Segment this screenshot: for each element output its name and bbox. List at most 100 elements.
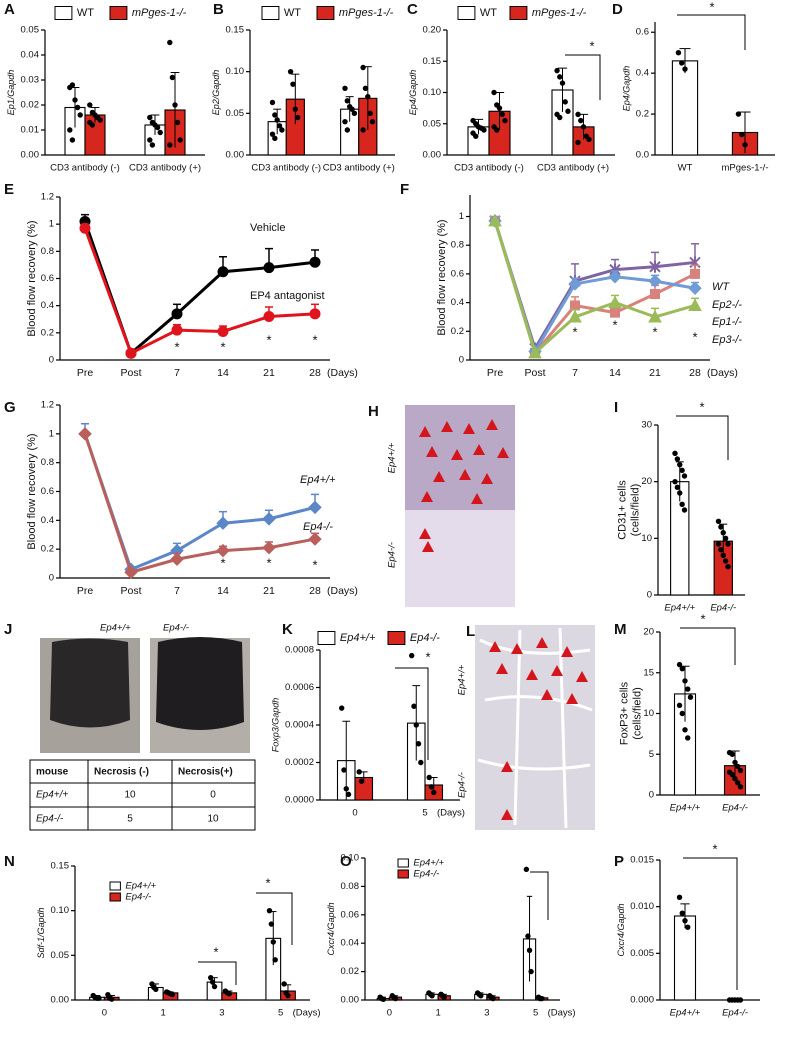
data-point	[362, 85, 369, 92]
data-point	[276, 123, 283, 129]
x-tick-label: CD3 antibody (+)	[323, 163, 395, 174]
panel-letter: J	[4, 621, 12, 638]
x-tick-label: mPges-1-/-	[722, 163, 769, 174]
x-tick-label: 3	[219, 1008, 224, 1019]
data-point	[415, 741, 422, 747]
data-point	[679, 910, 685, 916]
y-tick-label: 0.02	[341, 966, 360, 977]
y-tick-label: 0.03	[21, 75, 40, 86]
annotation: *	[265, 875, 270, 890]
marker	[688, 281, 702, 295]
data-point	[343, 786, 349, 792]
y-axis-label: Ep2/Gapdh	[211, 70, 221, 116]
x-tick-label: 5	[278, 1008, 283, 1019]
histology-image-l: L Ep4+/+ Ep4-/-	[457, 623, 595, 830]
data-point	[682, 727, 688, 733]
y-tick-label: 0.0004	[285, 720, 314, 731]
data-point	[718, 524, 724, 530]
legend-label: mPges-1-/-	[532, 7, 587, 19]
y-axis-label: Ep4/Gapdh	[408, 70, 418, 116]
y-tick-label: 0.00	[226, 150, 245, 161]
data-point	[735, 111, 742, 117]
y-tick-label: 0.2	[41, 544, 54, 555]
data-point	[360, 64, 366, 71]
y-tick-label: 0.04	[341, 938, 360, 949]
data-point	[147, 114, 153, 121]
panel-letter: E	[4, 181, 14, 198]
data-point	[74, 104, 81, 111]
panel-letter: P	[614, 853, 624, 870]
x-tick-label: Ep4+/+	[670, 803, 701, 814]
legend-label: WT	[284, 7, 301, 19]
table-header: Necrosis (-)	[94, 767, 149, 778]
x-tick-label: Pre	[77, 367, 94, 379]
y-tick-label: 0.6	[41, 273, 54, 284]
marker	[649, 260, 661, 273]
annotation: *	[174, 339, 179, 354]
marker	[263, 311, 275, 323]
x-tick-label: 14	[217, 367, 229, 379]
data-point	[682, 678, 688, 684]
legend-label: mPges-1-/-	[132, 7, 187, 19]
panel-letter: K	[282, 621, 293, 638]
x-tick-label: Ep4-/-	[710, 603, 736, 614]
y-tick-label: 0.05	[51, 950, 70, 961]
data-point	[269, 99, 276, 106]
data-point	[681, 473, 688, 479]
significance-bracket	[530, 871, 549, 920]
table-cell: 10	[124, 790, 136, 801]
data-point	[349, 106, 355, 112]
y-tick-label: 0.15	[51, 861, 70, 872]
data-point	[172, 102, 178, 108]
data-point	[737, 784, 744, 790]
annotation: *	[220, 555, 225, 570]
data-point	[208, 974, 214, 981]
x-tick-label: 21	[263, 367, 275, 379]
x-tick-label: Pre	[487, 367, 504, 379]
data-point	[69, 82, 76, 88]
data-point	[725, 541, 731, 547]
significance-bracket	[677, 14, 746, 50]
x-tick-label: 28	[689, 367, 701, 379]
image	[475, 625, 595, 830]
legend-swatch	[387, 631, 406, 645]
annotation: *	[652, 324, 657, 339]
data-point	[715, 541, 722, 547]
data-point	[169, 991, 176, 998]
data-point	[679, 501, 685, 508]
annotation: *	[312, 332, 317, 347]
data-point	[715, 518, 722, 525]
data-point	[502, 117, 508, 124]
marker	[124, 565, 138, 579]
marker	[568, 309, 582, 323]
y-tick-label: 0.000	[630, 995, 654, 1006]
y-axis-label: FoxP3+ cells	[618, 681, 630, 745]
x-tick-label: 28	[309, 585, 321, 597]
data-point	[557, 74, 563, 80]
mouse-photo	[50, 638, 130, 728]
data-point	[674, 484, 681, 491]
data-point	[473, 133, 479, 139]
y-tick-label: 0.005	[630, 948, 654, 959]
image-texture	[477, 627, 593, 829]
data-point	[292, 106, 299, 112]
data-point	[742, 142, 748, 148]
data-point	[431, 789, 437, 796]
data-point	[676, 894, 683, 901]
x-axis-label: (Days)	[293, 1008, 321, 1019]
marker	[650, 289, 660, 299]
x-tick-label: 7	[174, 585, 180, 597]
y-tick-label: 0.10	[423, 87, 442, 98]
y-tick-label: 0.04	[21, 50, 40, 61]
annotation: *	[692, 329, 697, 344]
marker	[78, 427, 92, 441]
data-point	[562, 99, 568, 105]
mouse-photo	[156, 637, 244, 730]
y-tick-label: 10	[641, 533, 652, 544]
y-axis-label: (cells/field)	[631, 687, 643, 740]
series-label: Ep4+/+	[300, 474, 336, 486]
data-point	[285, 992, 291, 999]
image-caption: Ep4-/-	[387, 542, 398, 568]
x-tick-label: 7	[572, 367, 578, 379]
annotation: *	[425, 649, 430, 664]
